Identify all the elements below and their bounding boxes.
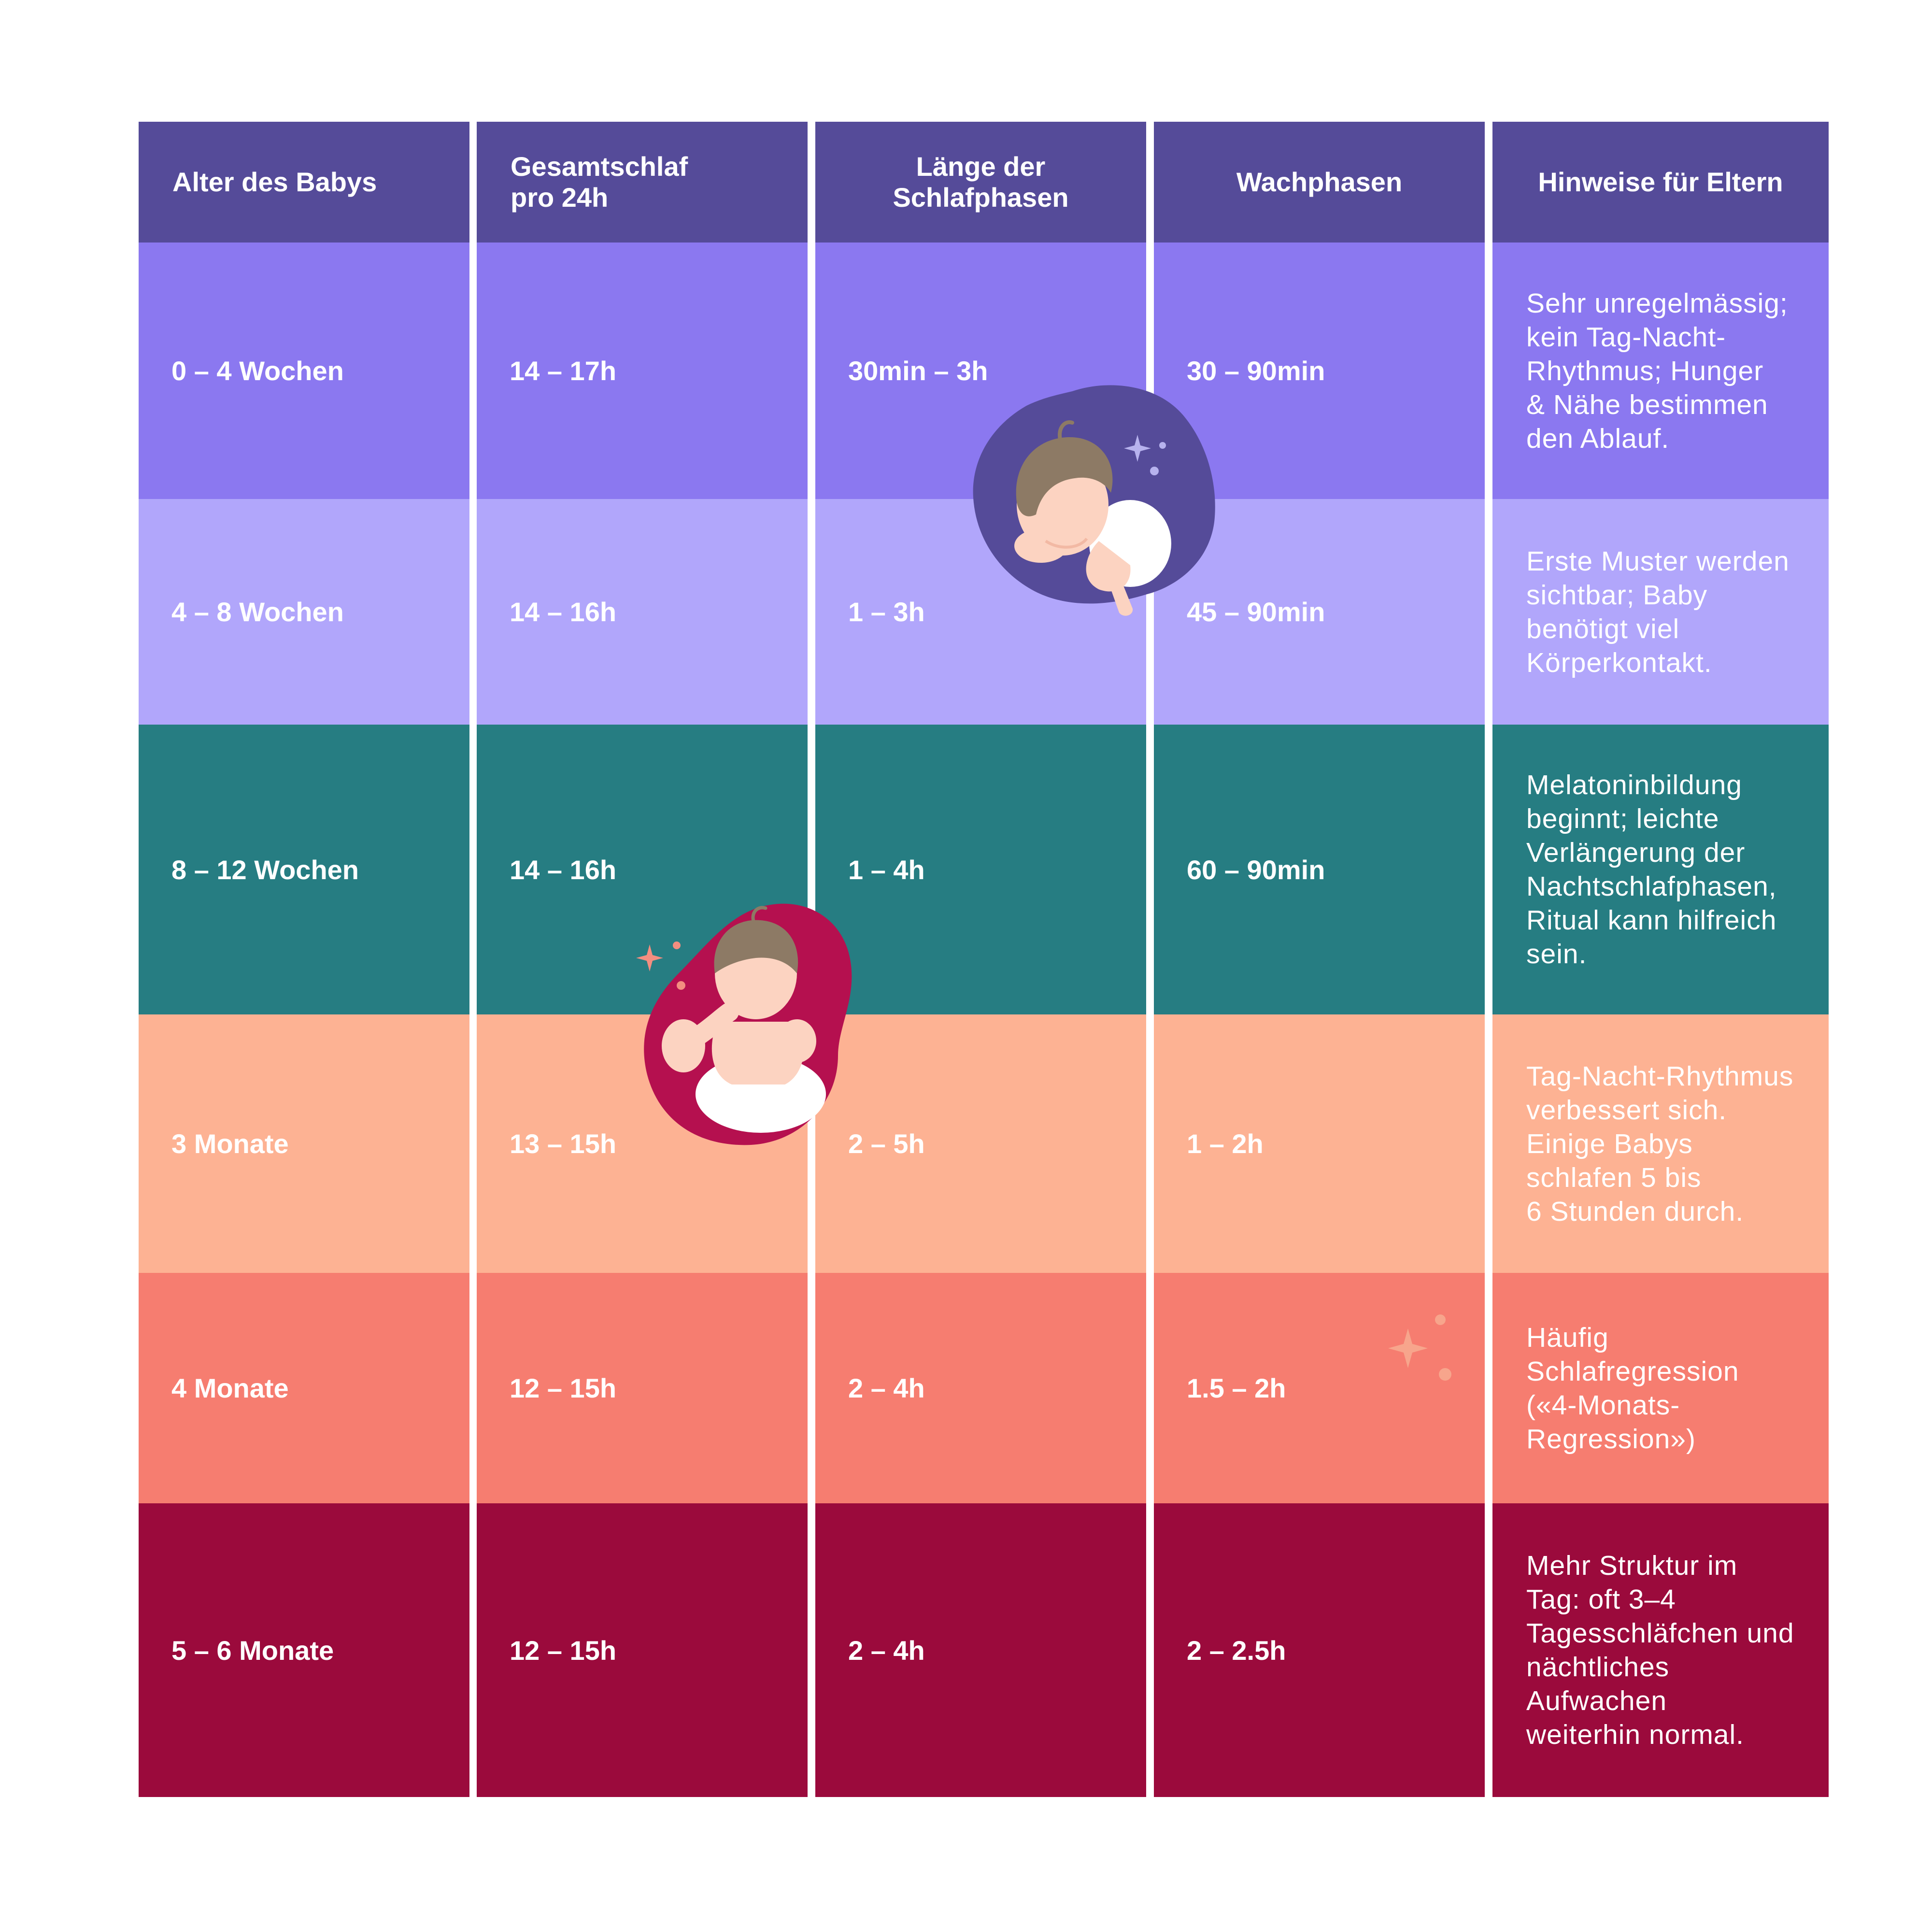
wake-phase-cell-text: 2 – 2.5h: [1187, 1635, 1286, 1666]
total-sleep-cell: 14 – 16h: [477, 725, 808, 1014]
wake-phase-cell-text: 30 – 90min: [1187, 356, 1325, 386]
total-sleep-cell: 14 – 17h: [477, 243, 808, 499]
age-cell: 5 – 6 Monate: [139, 1503, 469, 1797]
note-cell-text: Tag-Nacht-Rhythmus verbessert sich. Eini…: [1526, 1060, 1794, 1227]
header-wake-phase: Wachphasen: [1154, 122, 1485, 243]
total-sleep-cell-text: 14 – 16h: [510, 597, 617, 627]
wake-phase-cell-text: 45 – 90min: [1187, 597, 1325, 627]
age-cell: 4 – 8 Wochen: [139, 499, 469, 725]
total-sleep-cell-text: 14 – 17h: [510, 356, 617, 386]
sleep-phase-cell: 30min – 3h: [815, 243, 1146, 499]
sleep-phase-cell: 1 – 4h: [815, 725, 1146, 1014]
note-cell: Häufig Schlafregression («4-Monats- Regr…: [1492, 1273, 1829, 1503]
sleep-phase-cell-text: 30min – 3h: [848, 356, 988, 386]
sleep-phase-cell: 1 – 3h: [815, 499, 1146, 725]
age-cell-text: 4 Monate: [171, 1373, 289, 1403]
wake-phase-cell: 1.5 – 2h: [1154, 1273, 1485, 1503]
total-sleep-cell: 12 – 15h: [477, 1273, 808, 1503]
wake-phase-cell-text: 60 – 90min: [1187, 854, 1325, 885]
sleep-phase-cell: 2 – 4h: [815, 1503, 1146, 1797]
wake-phase-cell: 60 – 90min: [1154, 725, 1485, 1014]
age-cell-text: 5 – 6 Monate: [171, 1635, 334, 1666]
sleep-phase-cell-text: 2 – 4h: [848, 1373, 925, 1403]
sleep-phase-cell-text: 2 – 5h: [848, 1128, 925, 1159]
age-cell-text: 0 – 4 Wochen: [171, 356, 344, 386]
note-cell: Erste Muster werden sichtbar; Baby benöt…: [1492, 499, 1829, 725]
sleep-phase-cell: 2 – 5h: [815, 1014, 1146, 1273]
note-cell-text: Melatoninbildung beginnt; leichte Verlän…: [1526, 770, 1777, 970]
header-sleep-phase-text: Länge der Schlafphasen: [893, 151, 1069, 213]
note-cell: Tag-Nacht-Rhythmus verbessert sich. Eini…: [1492, 1014, 1829, 1273]
header-wake-phase-text: Wachphasen: [1236, 167, 1403, 197]
age-cell: 0 – 4 Wochen: [139, 243, 469, 499]
header-total-sleep-text: Gesamtschlaf pro 24h: [511, 151, 688, 213]
note-cell: Sehr unregelmässig; kein Tag-Nacht- Rhyt…: [1492, 243, 1829, 499]
age-cell-text: 8 – 12 Wochen: [171, 854, 359, 885]
header-sleep-phase: Länge der Schlafphasen: [815, 122, 1146, 243]
age-cell: 3 Monate: [139, 1014, 469, 1273]
wake-phase-cell: 30 – 90min: [1154, 243, 1485, 499]
total-sleep-cell: 13 – 15h: [477, 1014, 808, 1273]
wake-phase-cell-text: 1 – 2h: [1187, 1128, 1264, 1159]
header-age: Alter des Babys: [139, 122, 469, 243]
note-cell-text: Mehr Struktur im Tag: oft 3–4 Tagesschlä…: [1526, 1550, 1794, 1750]
total-sleep-cell-text: 12 – 15h: [510, 1373, 617, 1403]
age-cell: 4 Monate: [139, 1273, 469, 1503]
total-sleep-cell-text: 13 – 15h: [510, 1128, 617, 1159]
note-cell-text: Erste Muster werden sichtbar; Baby benöt…: [1526, 545, 1790, 678]
wake-phase-cell: 2 – 2.5h: [1154, 1503, 1485, 1797]
header-total-sleep: Gesamtschlaf pro 24h: [477, 122, 808, 243]
total-sleep-cell-text: 12 – 15h: [510, 1635, 617, 1666]
age-cell-text: 4 – 8 Wochen: [171, 597, 344, 627]
total-sleep-cell-text: 14 – 16h: [510, 854, 617, 885]
sleep-phase-cell: 2 – 4h: [815, 1273, 1146, 1503]
total-sleep-cell: 12 – 15h: [477, 1503, 808, 1797]
wake-phase-cell: 1 – 2h: [1154, 1014, 1485, 1273]
sleep-phase-cell-text: 2 – 4h: [848, 1635, 925, 1666]
header-notes: Hinweise für Eltern: [1492, 122, 1829, 243]
total-sleep-cell: 14 – 16h: [477, 499, 808, 725]
note-cell: Mehr Struktur im Tag: oft 3–4 Tagesschlä…: [1492, 1503, 1829, 1797]
wake-phase-cell: 45 – 90min: [1154, 499, 1485, 725]
note-cell-text: Häufig Schlafregression («4-Monats- Regr…: [1526, 1322, 1739, 1455]
sleep-phase-cell-text: 1 – 3h: [848, 597, 925, 627]
note-cell-text: Sehr unregelmässig; kein Tag-Nacht- Rhyt…: [1526, 287, 1788, 454]
note-cell: Melatoninbildung beginnt; leichte Verlän…: [1492, 725, 1829, 1014]
wake-phase-cell-text: 1.5 – 2h: [1187, 1373, 1286, 1403]
header-notes-text: Hinweise für Eltern: [1538, 167, 1783, 197]
age-cell: 8 – 12 Wochen: [139, 725, 469, 1014]
sleep-phase-cell-text: 1 – 4h: [848, 854, 925, 885]
header-age-text: Alter des Babys: [172, 167, 377, 197]
age-cell-text: 3 Monate: [171, 1128, 289, 1159]
